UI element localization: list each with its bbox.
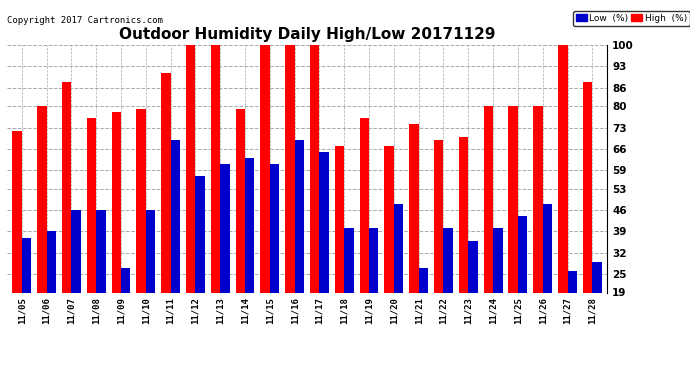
Bar <box>434 140 444 351</box>
Bar <box>583 82 592 351</box>
Text: Copyright 2017 Cartronics.com: Copyright 2017 Cartronics.com <box>7 16 163 25</box>
Bar <box>146 210 155 351</box>
Bar <box>558 45 567 351</box>
Bar <box>359 118 369 351</box>
Bar <box>22 237 31 351</box>
Bar <box>270 164 279 351</box>
Bar <box>319 152 329 351</box>
Bar <box>235 109 245 351</box>
Bar <box>245 158 255 351</box>
Bar <box>170 140 180 351</box>
Bar <box>71 210 81 351</box>
Bar <box>592 262 602 351</box>
Bar <box>62 82 71 351</box>
Bar <box>220 164 230 351</box>
Bar <box>47 231 56 351</box>
Bar <box>285 45 295 351</box>
Bar <box>419 268 428 351</box>
Bar <box>211 45 220 351</box>
Bar <box>409 124 419 351</box>
Bar <box>161 72 170 351</box>
Bar <box>533 106 543 351</box>
Bar <box>12 130 22 351</box>
Bar <box>195 176 205 351</box>
Bar <box>567 271 577 351</box>
Bar <box>459 136 469 351</box>
Title: Outdoor Humidity Daily High/Low 20171129: Outdoor Humidity Daily High/Low 20171129 <box>119 27 495 42</box>
Bar <box>112 112 121 351</box>
Bar <box>335 146 344 351</box>
Bar <box>518 216 527 351</box>
Bar <box>87 118 96 351</box>
Bar <box>484 106 493 351</box>
Bar <box>543 204 552 351</box>
Bar <box>384 146 394 351</box>
Legend: Low  (%), High  (%): Low (%), High (%) <box>573 11 690 26</box>
Bar <box>121 268 130 351</box>
Bar <box>469 240 477 351</box>
Bar <box>96 210 106 351</box>
Bar <box>295 140 304 351</box>
Bar <box>369 228 379 351</box>
Bar <box>37 106 47 351</box>
Bar <box>344 228 354 351</box>
Bar <box>186 45 195 351</box>
Bar <box>509 106 518 351</box>
Bar <box>394 204 403 351</box>
Bar <box>310 45 319 351</box>
Bar <box>260 45 270 351</box>
Bar <box>444 228 453 351</box>
Bar <box>137 109 146 351</box>
Bar <box>493 228 502 351</box>
